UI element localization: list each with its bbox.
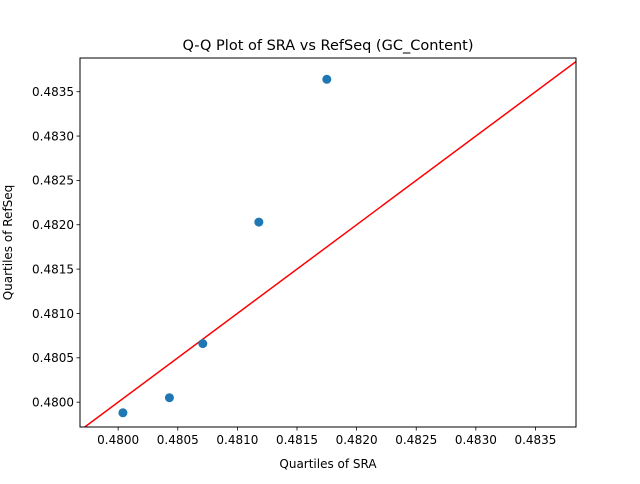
data-point bbox=[164, 393, 174, 403]
data-point bbox=[198, 339, 208, 349]
data-point bbox=[322, 74, 332, 84]
axes-frame bbox=[79, 57, 577, 428]
y-tick-label: 0.4800 bbox=[32, 395, 74, 409]
y-tick-label: 0.4815 bbox=[32, 262, 74, 276]
x-tick-label: 0.4800 bbox=[97, 433, 139, 447]
y-axis-label: Quartiles of RefSeq bbox=[1, 185, 15, 301]
x-axis-ticks: 0.4800 0.4805 0.4810 0.4815 0.4820 0.4825 0.48… bbox=[97, 427, 556, 447]
x-tick-label: 0.4810 bbox=[216, 433, 258, 447]
reference-line bbox=[83, 60, 576, 427]
y-tick-label: 0.4830 bbox=[32, 129, 74, 143]
y-tick-label: 0.4810 bbox=[32, 307, 74, 321]
data-point bbox=[254, 217, 264, 227]
x-tick-label: 0.4815 bbox=[276, 433, 318, 447]
data-point bbox=[118, 408, 128, 418]
x-tick-label: 0.4825 bbox=[395, 433, 437, 447]
y-axis-ticks: 0.4800 0.4805 0.4810 0.4815 0.4820 0.4825 0.48… bbox=[32, 85, 80, 409]
x-tick-label: 0.4835 bbox=[514, 433, 556, 447]
y-tick-label: 0.4825 bbox=[32, 174, 74, 188]
x-tick-label: 0.4820 bbox=[336, 433, 378, 447]
data-points bbox=[118, 74, 332, 418]
x-tick-label: 0.4805 bbox=[157, 433, 199, 447]
y-tick-label: 0.4835 bbox=[32, 85, 74, 99]
plot-area bbox=[83, 60, 576, 427]
y-tick-label: 0.4820 bbox=[32, 218, 74, 232]
chart-title: Q-Q Plot of SRA vs RefSeq (GC_Content) bbox=[182, 38, 473, 54]
x-axis-label: Quartiles of SRA bbox=[279, 457, 377, 471]
x-tick-label: 0.4830 bbox=[455, 433, 497, 447]
y-tick-label: 0.4805 bbox=[32, 351, 74, 365]
